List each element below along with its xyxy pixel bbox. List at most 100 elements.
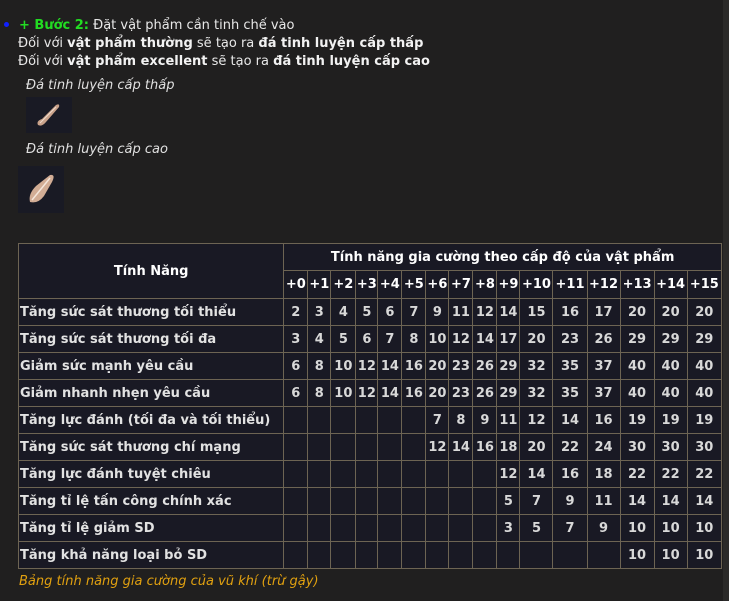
value-cell: 5: [355, 298, 379, 326]
value-cell: [425, 541, 450, 569]
value-cell: 16: [401, 379, 427, 407]
value-cell: 19: [686, 406, 723, 434]
level-header: +2: [330, 270, 357, 299]
value-cell: 23: [448, 352, 474, 380]
value-cell: [472, 460, 498, 488]
level-header: +9: [496, 270, 521, 299]
value-cell: 10: [619, 514, 655, 542]
text: Đối với: [18, 36, 68, 51]
low-stone-caption: Đá tinh luyện cấp thấp: [26, 78, 175, 93]
value-cell: 30: [686, 433, 723, 461]
value-cell: [519, 541, 554, 569]
value-cell: [377, 514, 403, 542]
feature-header: Tính Năng: [17, 243, 285, 299]
value-cell: 18: [586, 460, 621, 488]
value-cell: 16: [552, 460, 588, 488]
value-cell: [307, 433, 332, 461]
level-header: +12: [586, 270, 621, 299]
level-header: +7: [448, 270, 474, 299]
value-cell: [355, 433, 379, 461]
value-cell: 14: [448, 433, 474, 461]
value-cell: 16: [401, 352, 427, 380]
level-header: +3: [355, 270, 379, 299]
value-cell: [307, 541, 332, 569]
value-cell: 20: [619, 298, 655, 326]
value-cell: 14: [377, 352, 403, 380]
value-cell: [355, 406, 379, 434]
enhancement-table: Tính Năng Tính năng gia cường theo cấp độ…: [17, 243, 723, 569]
value-cell: 26: [586, 325, 621, 353]
value-cell: 16: [552, 298, 588, 326]
value-cell: 22: [552, 433, 588, 461]
value-cell: 9: [425, 298, 450, 326]
value-cell: [472, 487, 498, 515]
value-cell: 26: [472, 352, 498, 380]
value-cell: 26: [472, 379, 498, 407]
value-cell: 16: [586, 406, 621, 434]
table-row: Tăng sức sát thương chí mạng 12 14 16 18 20 22…: [17, 433, 723, 461]
value-cell: 10: [653, 541, 688, 569]
value-cell: [448, 460, 474, 488]
feather-stone-high-icon: [18, 166, 64, 213]
value-cell: [448, 487, 474, 515]
value-cell: 23: [552, 325, 588, 353]
value-cell: [307, 460, 332, 488]
value-cell: 29: [653, 325, 688, 353]
value-cell: [307, 514, 332, 542]
value-cell: [377, 541, 403, 569]
value-cell: 32: [519, 379, 554, 407]
value-cell: 4: [307, 325, 332, 353]
value-cell: 17: [586, 298, 621, 326]
value-cell: [552, 541, 588, 569]
value-cell: 7: [552, 514, 588, 542]
value-cell: 20: [519, 325, 554, 353]
value-cell: [330, 514, 357, 542]
value-cell: 4: [330, 298, 357, 326]
value-cell: [307, 406, 332, 434]
value-cell: 10: [619, 541, 655, 569]
value-cell: [377, 406, 403, 434]
value-cell: 6: [283, 352, 309, 380]
feature-name: Tăng khả năng loại bỏ SD: [17, 541, 285, 569]
value-cell: 7: [425, 406, 450, 434]
value-cell: 9: [472, 406, 498, 434]
value-cell: [448, 514, 474, 542]
value-cell: 9: [552, 487, 588, 515]
value-cell: 7: [401, 298, 427, 326]
value-cell: 15: [519, 298, 554, 326]
value-cell: 19: [653, 406, 688, 434]
table-row: Tăng tỉ lệ giảm SD 3 5 7 9 10 10 10: [17, 514, 723, 542]
value-cell: 14: [686, 487, 723, 515]
value-cell: 14: [552, 406, 588, 434]
table-row: Tăng sức sát thương tối đa 3 4 5 6 7 8 10 12 14 17…: [17, 325, 723, 353]
value-cell: 37: [586, 379, 621, 407]
value-cell: [425, 460, 450, 488]
value-cell: 20: [425, 379, 450, 407]
value-cell: [283, 541, 309, 569]
value-cell: [355, 487, 379, 515]
value-cell: 14: [653, 487, 688, 515]
value-cell: 11: [448, 298, 474, 326]
value-cell: [330, 433, 357, 461]
value-cell: [586, 541, 621, 569]
value-cell: 40: [653, 352, 688, 380]
value-cell: 6: [377, 298, 403, 326]
value-cell: [330, 541, 357, 569]
value-cell: 12: [448, 325, 474, 353]
value-cell: 10: [686, 514, 723, 542]
table-caption: Bảng tính năng gia cường của vũ khí (trừ…: [19, 574, 319, 589]
scrollbar[interactable]: [723, 0, 729, 601]
value-cell: [401, 460, 427, 488]
value-cell: [425, 487, 450, 515]
value-cell: 10: [425, 325, 450, 353]
value-cell: [472, 541, 498, 569]
value-cell: 40: [619, 379, 655, 407]
value-cell: 22: [619, 460, 655, 488]
value-cell: 14: [619, 487, 655, 515]
level-header: +15: [686, 270, 723, 299]
value-cell: 8: [307, 352, 332, 380]
item-type: vật phẩm excellent: [67, 54, 208, 69]
value-cell: [401, 541, 427, 569]
value-cell: 10: [686, 541, 723, 569]
value-cell: [283, 460, 309, 488]
